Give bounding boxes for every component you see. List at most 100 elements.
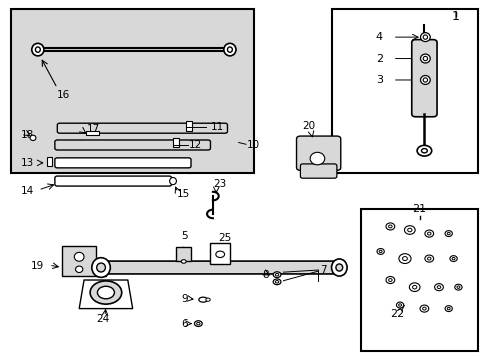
- Bar: [11, 9, 254, 173]
- Ellipse shape: [275, 273, 278, 276]
- Text: 4: 4: [375, 32, 382, 42]
- Ellipse shape: [388, 279, 391, 282]
- Text: 11: 11: [210, 122, 223, 132]
- Ellipse shape: [181, 260, 186, 263]
- Ellipse shape: [422, 35, 427, 39]
- Text: 20: 20: [301, 121, 314, 131]
- Text: 16: 16: [57, 90, 70, 100]
- Ellipse shape: [194, 321, 202, 327]
- Ellipse shape: [419, 305, 428, 312]
- FancyBboxPatch shape: [57, 123, 227, 133]
- Text: 7: 7: [319, 265, 326, 275]
- Ellipse shape: [447, 307, 449, 310]
- Ellipse shape: [398, 304, 401, 306]
- Ellipse shape: [35, 47, 40, 52]
- Ellipse shape: [420, 76, 429, 85]
- Bar: [186, 121, 192, 131]
- Text: 14: 14: [21, 186, 34, 197]
- Ellipse shape: [169, 177, 176, 185]
- Ellipse shape: [456, 286, 459, 288]
- FancyBboxPatch shape: [55, 158, 191, 168]
- Ellipse shape: [273, 279, 281, 285]
- Bar: [361, 208, 477, 351]
- Polygon shape: [62, 246, 106, 276]
- Text: 9: 9: [181, 294, 187, 303]
- Text: 19: 19: [30, 261, 44, 271]
- Ellipse shape: [385, 276, 394, 284]
- Text: 5: 5: [181, 231, 187, 241]
- Bar: [331, 9, 477, 173]
- Ellipse shape: [97, 263, 105, 272]
- Ellipse shape: [444, 306, 451, 311]
- Bar: [176, 247, 191, 261]
- Text: 12: 12: [188, 140, 202, 150]
- Ellipse shape: [416, 145, 431, 156]
- Ellipse shape: [449, 256, 456, 261]
- Ellipse shape: [75, 266, 82, 273]
- Ellipse shape: [376, 248, 384, 255]
- Ellipse shape: [447, 232, 449, 235]
- Ellipse shape: [427, 232, 430, 235]
- Text: 3: 3: [375, 75, 382, 85]
- Ellipse shape: [444, 231, 451, 237]
- Ellipse shape: [199, 297, 207, 302]
- Ellipse shape: [421, 149, 427, 153]
- Text: 24: 24: [96, 314, 109, 324]
- Ellipse shape: [396, 302, 403, 308]
- Text: 23: 23: [212, 179, 225, 189]
- Text: 8: 8: [262, 270, 268, 280]
- FancyBboxPatch shape: [96, 261, 344, 274]
- Ellipse shape: [408, 283, 419, 292]
- Ellipse shape: [404, 226, 414, 234]
- Text: 2: 2: [375, 54, 382, 64]
- Ellipse shape: [74, 252, 84, 261]
- Ellipse shape: [227, 47, 232, 52]
- Ellipse shape: [402, 257, 407, 261]
- Text: 22: 22: [389, 309, 404, 319]
- FancyBboxPatch shape: [55, 140, 210, 150]
- Ellipse shape: [92, 258, 110, 277]
- Ellipse shape: [420, 54, 429, 63]
- Ellipse shape: [422, 78, 427, 82]
- Text: 21: 21: [412, 204, 426, 214]
- Text: 6: 6: [181, 319, 187, 329]
- Ellipse shape: [420, 33, 429, 41]
- Ellipse shape: [436, 286, 440, 289]
- Text: 1: 1: [451, 10, 459, 23]
- Ellipse shape: [205, 298, 210, 301]
- Ellipse shape: [385, 223, 394, 230]
- Ellipse shape: [335, 264, 342, 271]
- Ellipse shape: [427, 257, 430, 260]
- FancyBboxPatch shape: [411, 40, 436, 117]
- Bar: [86, 131, 99, 135]
- Ellipse shape: [422, 307, 425, 310]
- Ellipse shape: [434, 284, 443, 291]
- Ellipse shape: [196, 322, 200, 325]
- Ellipse shape: [215, 251, 224, 257]
- Ellipse shape: [97, 286, 114, 299]
- Text: 13: 13: [21, 158, 34, 168]
- Ellipse shape: [378, 250, 381, 253]
- Ellipse shape: [309, 152, 324, 165]
- Text: 15: 15: [176, 189, 189, 199]
- Ellipse shape: [454, 284, 461, 290]
- Bar: [210, 243, 229, 264]
- Ellipse shape: [398, 254, 410, 264]
- Bar: [46, 157, 52, 166]
- FancyBboxPatch shape: [300, 164, 336, 178]
- Bar: [173, 138, 179, 147]
- Ellipse shape: [424, 255, 433, 262]
- Ellipse shape: [388, 225, 391, 228]
- Text: 18: 18: [21, 130, 34, 140]
- Ellipse shape: [90, 281, 122, 304]
- Text: 25: 25: [217, 233, 230, 243]
- Ellipse shape: [422, 57, 427, 61]
- Ellipse shape: [32, 43, 44, 56]
- Ellipse shape: [407, 228, 411, 232]
- FancyBboxPatch shape: [55, 176, 171, 186]
- Text: 10: 10: [246, 140, 260, 150]
- FancyBboxPatch shape: [296, 136, 340, 170]
- Ellipse shape: [224, 43, 236, 56]
- Ellipse shape: [30, 135, 36, 140]
- Text: 17: 17: [86, 123, 100, 134]
